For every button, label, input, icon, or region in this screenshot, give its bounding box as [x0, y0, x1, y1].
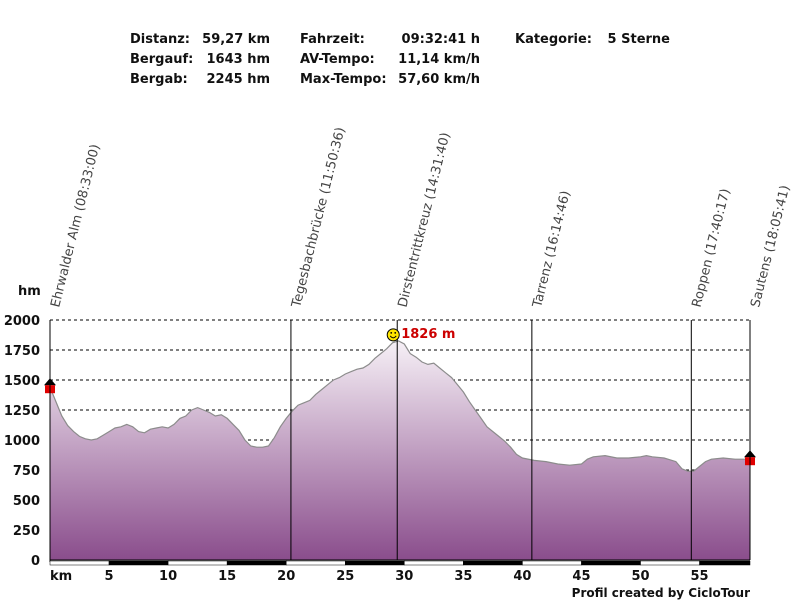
- km-band: [463, 560, 523, 566]
- x-tick-label: 55: [691, 569, 709, 584]
- km-band: [699, 560, 751, 566]
- stat-ascent-label: Bergauf:: [130, 52, 193, 67]
- smiley-eye: [390, 331, 393, 334]
- stat-max-speed-value: 57,60 km/h: [398, 72, 480, 87]
- elevation-area: [49, 340, 750, 560]
- y-tick-label: 1500: [4, 374, 40, 389]
- waypoint-label: Dirstentrittkreuz (14:31:40): [396, 131, 454, 309]
- km-band: [285, 560, 346, 566]
- waypoint-label: Roppen (17:40:17): [690, 187, 734, 309]
- smiley-icon: [386, 328, 400, 342]
- km-band: [522, 560, 582, 566]
- stat-distance-value: 59,27 km: [202, 32, 270, 47]
- x-tick-label: 15: [218, 569, 236, 584]
- waypoint-label: Sautens (18:05:41): [748, 184, 793, 309]
- y-tick-label: 250: [13, 524, 40, 539]
- waypoint-label: Tegesbachbrücke (11:50:36): [289, 126, 349, 310]
- y-tick-label: 750: [13, 464, 40, 479]
- stat-time-value: 09:32:41 h: [402, 32, 480, 47]
- stat-max-speed-label: Max-Tempo:: [300, 72, 387, 87]
- stat-descent-value: 2245 hm: [206, 72, 270, 87]
- stats-panel: Distanz: 59,27 km Bergauf: 1643 hm Berga…: [130, 32, 670, 87]
- km-band: [49, 560, 110, 566]
- stat-ascent-value: 1643 hm: [206, 52, 270, 67]
- smiley-mouth: [389, 335, 397, 339]
- stat-avg-speed-label: AV-Tempo:: [300, 52, 375, 67]
- x-tick-label: 25: [336, 569, 354, 584]
- credit-text: Profil created by CicloTour: [572, 586, 750, 600]
- km-band: [581, 560, 641, 566]
- waypoint-label: Tarrenz (16:14:46): [530, 189, 574, 310]
- stat-distance-label: Distanz:: [130, 32, 190, 47]
- x-tick-label: 45: [572, 569, 590, 584]
- x-tick-label: 5: [105, 569, 114, 584]
- y-tick-label: 0: [31, 554, 40, 569]
- stat-time-label: Fahrzeit:: [300, 32, 365, 47]
- elevation-outline: [49, 340, 750, 472]
- axes: 0 250 500 750 1000 1250 1500 1750 2000 km 5 10 15 20 2…: [4, 314, 751, 584]
- smiley-eye: [394, 331, 397, 334]
- km-band: [226, 560, 287, 566]
- x-tick-label: 20: [277, 569, 295, 584]
- y-axis-label: hm: [18, 284, 41, 299]
- y-tick-label: 500: [13, 494, 40, 509]
- km-band: [640, 560, 700, 566]
- elevation-fill: [50, 340, 750, 560]
- stat-descent-label: Bergab:: [130, 72, 188, 87]
- stat-category-label: Kategorie:: [515, 32, 592, 47]
- x-tick-label: 40: [513, 569, 531, 584]
- peak-annotation: 1826 m: [386, 327, 455, 342]
- km-band: [345, 560, 405, 566]
- y-tick-label: 1750: [4, 344, 40, 359]
- stat-category-value: 5 Sterne: [608, 32, 671, 47]
- y-tick-label: 2000: [4, 314, 40, 329]
- waypoint-label: Ehrwalder Alm (08:33:00): [48, 143, 103, 309]
- peak-label: 1826 m: [401, 327, 455, 342]
- km-band: [167, 560, 228, 566]
- smiley-face: [386, 328, 400, 342]
- y-tick-label: 1000: [4, 434, 40, 449]
- x-axis-label: km: [50, 569, 72, 584]
- x-tick-label: 10: [159, 569, 177, 584]
- x-tick-label: 35: [454, 569, 472, 584]
- km-band: [404, 560, 464, 566]
- km-band: [108, 560, 169, 566]
- y-tick-label: 1250: [4, 404, 40, 419]
- stat-avg-speed-value: 11,14 km/h: [398, 52, 480, 67]
- x-tick-label: 30: [395, 569, 413, 584]
- x-tick-label: 50: [631, 569, 649, 584]
